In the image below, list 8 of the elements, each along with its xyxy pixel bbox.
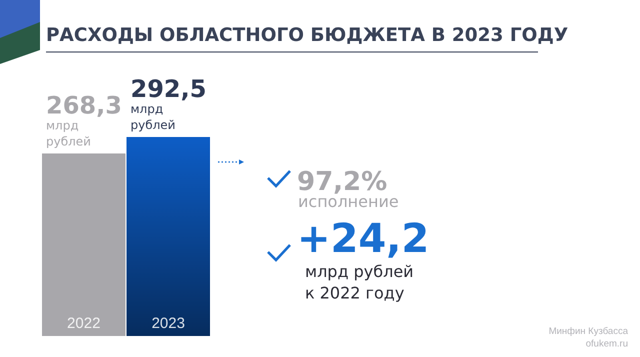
- data-label: 268,3 млрд рублей: [46, 91, 122, 148]
- text: Минфин Кузбасса ofukem.ru: [548, 326, 629, 350]
- data-label: 292,5 млрд рублей: [130, 75, 206, 132]
- text: РАСХОДЫ ОБЛАСТНОГО БЮДЖЕТА В 2023 ГОДУ: [46, 25, 568, 46]
- x-tick-label: 2023: [152, 315, 185, 332]
- x-tick-label: 2022: [67, 315, 100, 332]
- text: +24,2: [297, 216, 430, 262]
- text: млрд рублей к 2022 году: [305, 262, 414, 303]
